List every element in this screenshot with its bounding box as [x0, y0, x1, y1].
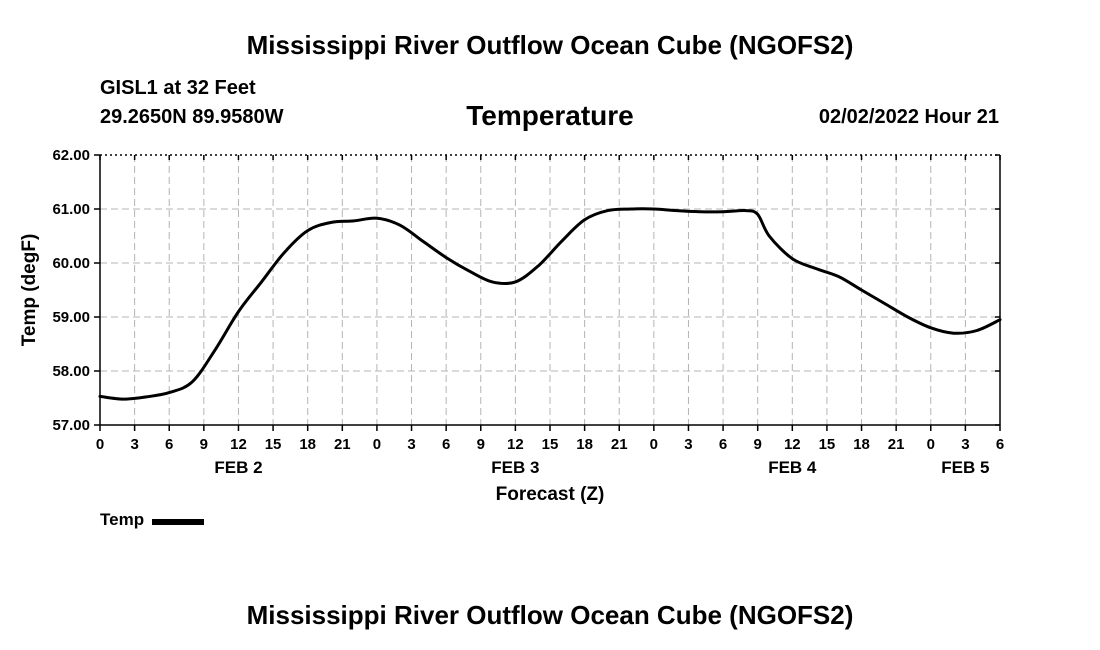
x-tick-label: 12: [784, 436, 801, 453]
x-tick-label: 15: [265, 436, 282, 453]
x-tick-label: 21: [611, 436, 628, 453]
footer-title: Mississippi River Outflow Ocean Cube (NG…: [246, 600, 854, 630]
x-tick-label: 6: [719, 436, 727, 453]
x-tick-label: 21: [334, 436, 351, 453]
date-label: FEB 2: [214, 458, 262, 477]
x-tick-label: 12: [230, 436, 247, 453]
station-label: GISL1 at 32 Feet: [100, 77, 256, 99]
legend: Temp: [100, 510, 205, 530]
x-tick-label: 18: [576, 436, 593, 453]
x-tick-label: 9: [477, 436, 485, 453]
series: [98, 207, 1002, 401]
chart-title: Temperature: [466, 100, 634, 131]
x-tick-label: 6: [442, 436, 450, 453]
x-tick-label: 21: [888, 436, 905, 453]
date-label: FEB 5: [941, 458, 989, 477]
x-tick-label: 3: [407, 436, 415, 453]
y-tick-label: 61.00: [52, 201, 90, 218]
x-tick-label: 3: [130, 436, 138, 453]
date-label: FEB 3: [491, 458, 539, 477]
x-axis-label: Forecast (Z): [496, 484, 605, 505]
y-tick-label: 59.00: [52, 309, 90, 326]
x-tick-label: 12: [507, 436, 524, 453]
grid-lines: [100, 155, 1000, 425]
x-tick-label: 9: [200, 436, 208, 453]
main-title: Mississippi River Outflow Ocean Cube (NG…: [246, 30, 854, 60]
x-tick-label: 15: [542, 436, 559, 453]
x-tick-label: 6: [996, 436, 1004, 453]
forecast-datetime: 02/02/2022 Hour 21: [818, 106, 999, 128]
x-tick-label: 0: [373, 436, 381, 453]
x-tick-label: 0: [96, 436, 104, 453]
y-axis-label: Temp (degF): [19, 234, 40, 347]
legend-label: Temp: [100, 510, 145, 529]
date-label: FEB 4: [768, 458, 817, 477]
y-tick-label: 57.00: [52, 417, 90, 434]
y-tick-label: 62.00: [52, 147, 90, 164]
x-tick-label: 0: [650, 436, 658, 453]
y-tick-label: 58.00: [52, 363, 90, 380]
x-tick-label: 18: [853, 436, 870, 453]
y-tick-label: 60.00: [52, 255, 90, 272]
legend-line-swatch: [152, 518, 205, 525]
x-tick-label: 3: [961, 436, 969, 453]
axes: [94, 154, 1001, 431]
series-line-temp: [98, 207, 1002, 401]
x-tick-label: 3: [684, 436, 692, 453]
tick-labels: 0 3 6 9 12 15 18 21 0 3 6 9 12 15 18 21 0 3 6 9 12 15 18 21 0 3 6 5…: [52, 147, 1004, 477]
x-tick-label: 9: [754, 436, 762, 453]
station-coordinates: 29.2650N 89.9580W: [100, 106, 284, 128]
x-tick-label: 18: [299, 436, 316, 453]
x-tick-label: 15: [819, 436, 836, 453]
x-tick-label: 6: [165, 436, 173, 453]
x-tick-label: 0: [927, 436, 935, 453]
